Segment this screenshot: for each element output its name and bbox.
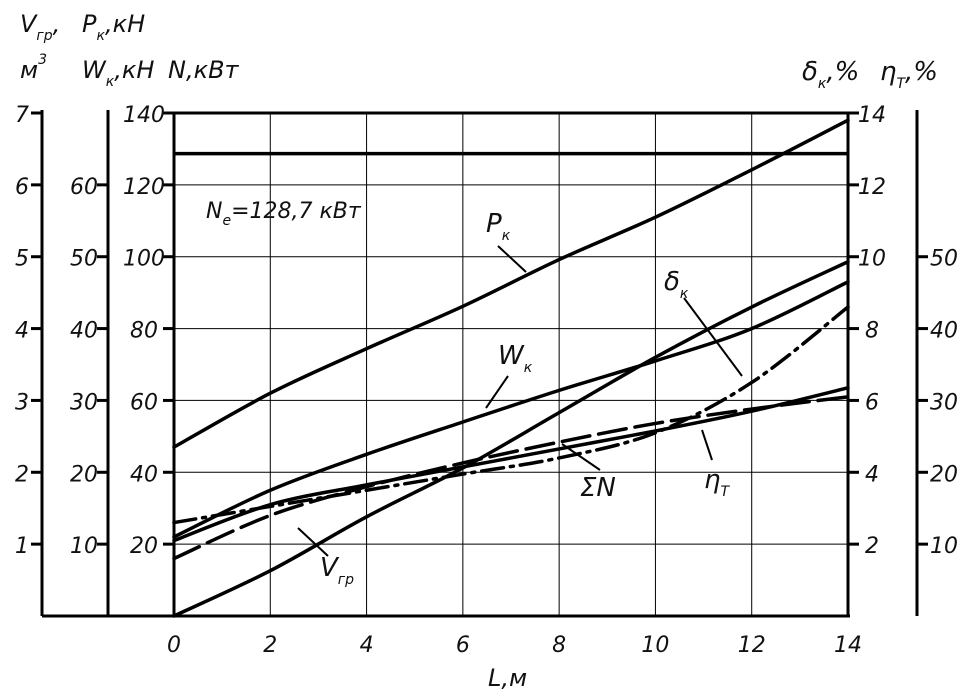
- delta-tick-label: 12: [858, 175, 886, 200]
- eta-tick-label: 50: [930, 247, 958, 272]
- eta-tick-label: 40: [930, 319, 958, 344]
- n-tick-label: 120: [123, 175, 165, 200]
- ne-label: Nе=128,7 кВт: [206, 199, 362, 229]
- series-line: [172, 386, 850, 543]
- pw-tick-label: 10: [70, 534, 98, 559]
- delta-tick-label: 6: [865, 390, 879, 415]
- delta-tick-label: 10: [858, 247, 886, 272]
- pw-tick-label: 40: [70, 319, 98, 344]
- x-axis-title: L,м: [488, 664, 527, 692]
- tick-labels: 1234567102030405060204060801001201402468…: [15, 103, 958, 658]
- pk-axis-title: Pк,кН: [82, 10, 145, 44]
- eta-axis-title: ηТ,%: [880, 57, 938, 92]
- series-line: [172, 118, 850, 449]
- pw-tick-label: 60: [70, 175, 98, 200]
- series-line: [172, 305, 850, 525]
- eta-tick-label: 20: [930, 462, 958, 487]
- eta-tick-label: 10: [930, 534, 958, 559]
- n-tick-label: 60: [130, 390, 158, 415]
- delta-tick-label: 14: [858, 103, 886, 128]
- n-axis-title: N,кВт: [168, 56, 240, 84]
- leader-line: [497, 245, 527, 273]
- n-tick-label: 140: [123, 103, 165, 128]
- x-tick-label: 8: [552, 633, 566, 658]
- delta-tick-label: 2: [865, 534, 879, 559]
- delta-tick-label: 4: [865, 462, 879, 487]
- series-label: Wк: [498, 341, 533, 376]
- x-tick-label: 14: [834, 633, 862, 658]
- wk-axis-title: Wк,кН: [82, 56, 154, 90]
- leader-line: [701, 429, 713, 461]
- leader-line: [297, 527, 329, 557]
- pw-tick-label: 20: [70, 462, 98, 487]
- x-tick-label: 0: [167, 633, 181, 658]
- pw-tick-label: 30: [70, 390, 98, 415]
- axes: [31, 110, 928, 618]
- n-tick-label: 100: [123, 247, 165, 272]
- vgr-tick-label: 6: [15, 175, 29, 200]
- eta-tick-label: 30: [930, 390, 958, 415]
- series-label: ΣN: [580, 473, 616, 503]
- curve-labels: Pк Wк Vгр ΣN δк ηТ: [297, 209, 743, 588]
- series-label: ηТ: [704, 465, 730, 500]
- delta-tick-label: 8: [865, 319, 879, 344]
- vgr-tick-label: 1: [15, 534, 29, 559]
- x-tick-label: 12: [738, 633, 766, 658]
- series-label: δк: [664, 267, 689, 302]
- leader-line: [561, 443, 601, 471]
- series-label: Vгр: [320, 553, 354, 588]
- vgr-tick-label: 2: [15, 462, 29, 487]
- vgr-tick-label: 7: [15, 103, 29, 128]
- vgr-axis-unit: м3: [20, 52, 47, 84]
- x-tick-label: 2: [263, 633, 277, 658]
- n-tick-label: 20: [130, 534, 158, 559]
- series-label: Pк: [486, 209, 511, 244]
- x-tick-label: 10: [641, 633, 669, 658]
- pw-tick-label: 50: [70, 247, 98, 272]
- leader-line: [683, 297, 743, 377]
- series-line: [172, 259, 850, 618]
- vgr-axis-title: Vгр,: [20, 10, 60, 44]
- series-line: [172, 395, 850, 561]
- delta-axis-title: δк,%: [802, 57, 859, 92]
- x-tick-label: 4: [360, 633, 374, 658]
- series-line: [172, 280, 850, 539]
- x-tick-label: 6: [456, 633, 470, 658]
- n-tick-label: 40: [130, 462, 158, 487]
- vgr-tick-label: 3: [15, 390, 29, 415]
- leader-line: [485, 375, 509, 409]
- vgr-tick-label: 5: [15, 247, 29, 272]
- n-tick-label: 80: [130, 319, 158, 344]
- vgr-tick-label: 4: [15, 319, 29, 344]
- series-lines: [172, 118, 850, 618]
